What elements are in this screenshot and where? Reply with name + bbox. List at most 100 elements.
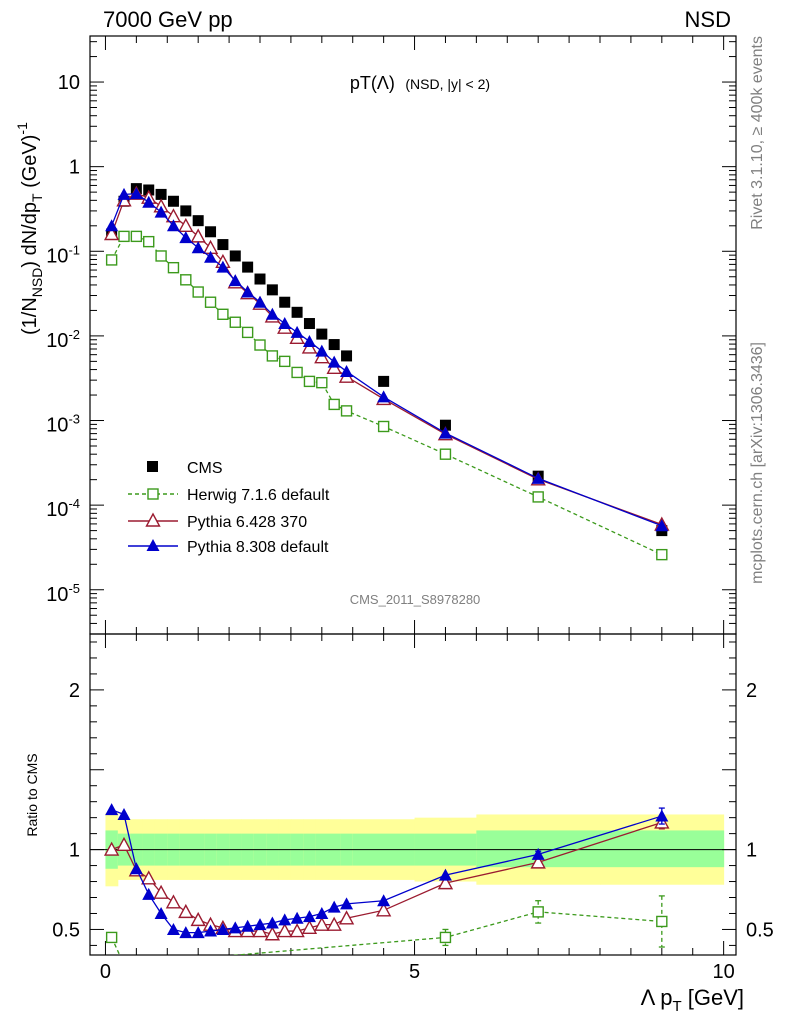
- herwig-7-1-6-default-point: [180, 274, 192, 286]
- pythia-8-308-default-point: [265, 916, 279, 929]
- mcplots-label: mcplots.cern.ch [arXiv:1306.3436]: [749, 342, 766, 584]
- pythia-6-428-370-point: [530, 854, 546, 869]
- pythia-8-308-default-point: [253, 295, 267, 308]
- herwig-7-1-6-default-point: [229, 316, 241, 328]
- pythia-8-308-default-point: [253, 918, 267, 931]
- pythia-8-308-default-point: [241, 285, 255, 298]
- herwig-7-1-6-default-point: [303, 375, 316, 388]
- pythia-8-308-default-point: [117, 187, 131, 200]
- pythia-8-308-default-point: [154, 906, 168, 919]
- y-tick-label: 10-2: [46, 327, 80, 352]
- herwig-7-1-6-default-point: [340, 405, 353, 417]
- legend-marker-pythia6: [145, 512, 161, 527]
- uncertainty-band-inner: [600, 830, 725, 868]
- plot-title: pT(Λ) (NSD, |y| < 2): [350, 73, 490, 93]
- pythia-8-308-default-point: [129, 862, 143, 875]
- pythia-6-428-370-point: [190, 911, 206, 927]
- herwig-7-1-6-default-point: [105, 931, 118, 944]
- pythia-8-308-default-point: [191, 926, 205, 939]
- herwig-7-1-6-default-point: [217, 308, 229, 320]
- y-tick-label-right: 1: [746, 840, 757, 862]
- pythia-6-428-370-point: [103, 226, 120, 241]
- pythia-8-308-default-point: [179, 231, 193, 244]
- herwig-7-1-6-default-point: [192, 286, 204, 298]
- pythia-8-308-default-point: [228, 921, 242, 934]
- pythia-8-308-default-point: [327, 900, 341, 913]
- cms-point: [167, 195, 179, 207]
- pythia-8-308-default-point: [179, 926, 193, 939]
- legend: CMS Herwig 7.1.6 default Pythia 6.428 37…: [128, 460, 330, 556]
- herwig-7-1-6-default-point: [204, 296, 217, 308]
- y-tick-label-right: 2: [746, 680, 757, 702]
- ratio-frame: [89, 633, 737, 956]
- y-tick-label: 10-3: [46, 412, 80, 437]
- pythia-6-428-370-point: [165, 894, 182, 909]
- pythia-6-428-370-point: [326, 916, 342, 931]
- pythia-6-428-370-point: [301, 339, 318, 354]
- pythia-8-308-default-point: [438, 426, 452, 439]
- legend-label-cms: CMS: [187, 460, 223, 477]
- cms-point: [303, 318, 315, 330]
- pythia-6-428-370-point: [338, 910, 355, 925]
- y-tick-label: 1: [69, 840, 80, 862]
- pythia-8-308-default-point: [315, 344, 329, 357]
- header-left-label: 7000 GeV pp: [103, 7, 233, 32]
- pythia-8-308-default-point: [142, 195, 156, 208]
- pythia-8-308-default-point: [340, 897, 354, 910]
- pythia-8-308-default-point: [655, 519, 669, 532]
- plot-title-sub: (NSD, |y| < 2): [405, 76, 490, 92]
- y-tick-label: 10: [58, 72, 80, 94]
- herwig-7-1-6-default-point: [291, 366, 303, 379]
- herwig-7-1-6-default-line: [111, 235, 663, 556]
- herwig-7-1-6-default-point: [241, 326, 254, 339]
- cms-point: [291, 306, 303, 318]
- x-tick-label: 10: [713, 961, 735, 983]
- y-tick-label: 0.5: [52, 919, 80, 941]
- pythia-8-308-default-point: [105, 219, 119, 232]
- cms-point: [328, 339, 340, 351]
- pythia-8-308-default-point: [377, 390, 391, 403]
- pythia-6-428-370-point: [252, 923, 268, 938]
- pythia-8-308-default-point: [204, 924, 218, 937]
- pythia-8-308-default-point: [531, 471, 545, 484]
- cms-point: [266, 284, 278, 296]
- cms-point: [180, 205, 192, 217]
- pythia-8-308-default-point: [327, 355, 341, 368]
- herwig-7-1-6-default-point: [118, 230, 130, 243]
- pythia-8-308-default-point: [241, 919, 255, 932]
- herwig-7-1-6-default-point: [143, 235, 155, 248]
- pythia-8-308-default-point: [166, 922, 180, 935]
- herwig-7-1-6-default-point: [279, 355, 291, 368]
- pythia-6-428-370-point: [178, 217, 194, 233]
- cms-point: [217, 239, 229, 251]
- y-axis-label-bottom: Ratio to CMS: [24, 753, 40, 836]
- herwig-7-1-6-default-point: [532, 491, 544, 503]
- y-axis-label-top: (1/NNSD) dN/dpT (GeV)-1: [14, 122, 45, 335]
- y-tick-label-right: 0.5: [746, 919, 774, 941]
- cms-point: [242, 261, 254, 273]
- herwig-7-1-6-default-point: [439, 448, 452, 460]
- pythia-8-308-default-point: [142, 887, 156, 900]
- cms-point: [205, 226, 217, 238]
- cms-point: [341, 350, 353, 362]
- pythia-8-308-default-point: [191, 241, 205, 254]
- pythia-8-308-default-point: [228, 274, 242, 287]
- herwig-7-1-6-default-point: [328, 398, 340, 411]
- legend-marker-pythia8: [146, 539, 160, 551]
- pythia-6-428-370-point: [289, 923, 305, 938]
- pythia-8-308-default-point: [290, 325, 304, 338]
- pythia-8-308-default-point: [117, 807, 131, 820]
- pythia-8-308-default-point: [166, 219, 180, 232]
- cms-point: [229, 250, 241, 262]
- pythia-8-308-default-point: [377, 894, 391, 907]
- x-axis-label: Λ pT [GeV]: [641, 985, 744, 1015]
- cms-point: [439, 419, 451, 431]
- pythia-6-428-370-point: [375, 902, 392, 917]
- legend-marker-cms: [147, 461, 158, 472]
- cms-point: [254, 273, 266, 285]
- legend-label-pythia8: Pythia 8.308 default: [187, 539, 329, 556]
- main-panel: 10-5 10-4 10-3 10-2 10-1 1 10: [46, 35, 737, 635]
- herwig-7-1-6-default-point: [266, 350, 279, 362]
- pythia-6-428-370-point: [141, 870, 157, 885]
